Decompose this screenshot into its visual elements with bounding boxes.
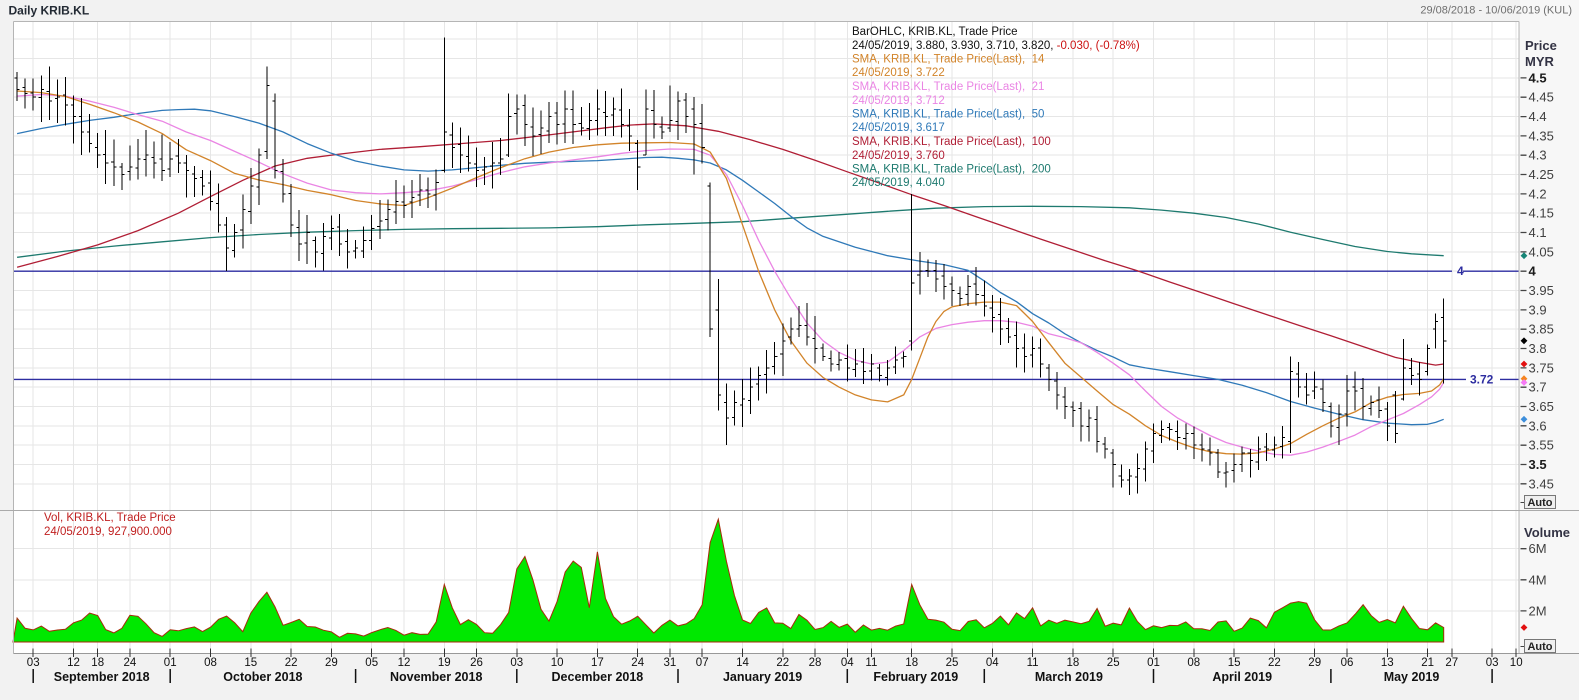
svg-text:3.8: 3.8	[1529, 341, 1547, 356]
svg-text:18: 18	[91, 657, 104, 669]
svg-text:31: 31	[664, 657, 677, 669]
svg-text:24/05/2019, 3.880, 3.930, 3.71: 24/05/2019, 3.880, 3.930, 3.710, 3.820, …	[852, 40, 1140, 52]
svg-text:03: 03	[1486, 657, 1499, 669]
svg-text:24/05/2019, 4.040: 24/05/2019, 4.040	[852, 177, 945, 189]
svg-text:December 2018: December 2018	[552, 670, 644, 684]
svg-text:07: 07	[696, 657, 709, 669]
svg-text:27: 27	[1445, 657, 1458, 669]
svg-text:15: 15	[1228, 657, 1241, 669]
svg-text:MYR: MYR	[1525, 54, 1555, 69]
svg-text:3.6: 3.6	[1529, 418, 1547, 433]
svg-text:24/05/2019, 3.712: 24/05/2019, 3.712	[852, 95, 945, 107]
svg-text:May 2019: May 2019	[1384, 670, 1440, 684]
svg-text:06: 06	[1341, 657, 1354, 669]
svg-text:01: 01	[1147, 657, 1160, 669]
svg-text:12: 12	[398, 657, 411, 669]
svg-text:SMA, KRIB.KL, Trade Price(Last: SMA, KRIB.KL, Trade Price(Last), 200	[852, 164, 1051, 176]
svg-text:22: 22	[776, 657, 789, 669]
svg-text:18: 18	[1067, 657, 1080, 669]
svg-text:11: 11	[1027, 657, 1039, 669]
svg-text:05: 05	[365, 657, 378, 669]
svg-text:Price: Price	[1525, 38, 1557, 53]
svg-text:4.4: 4.4	[1529, 109, 1547, 124]
svg-text:24/05/2019, 927,900.000: 24/05/2019, 927,900.000	[44, 526, 172, 538]
svg-text:2M: 2M	[1529, 603, 1547, 618]
svg-text:3.95: 3.95	[1529, 283, 1554, 298]
svg-text:14: 14	[736, 657, 749, 669]
svg-text:4.05: 4.05	[1529, 244, 1554, 259]
svg-text:SMA, KRIB.KL, Trade Price(Last: SMA, KRIB.KL, Trade Price(Last), 14	[852, 54, 1045, 66]
svg-text:SMA, KRIB.KL, Trade Price(Last: SMA, KRIB.KL, Trade Price(Last), 21	[852, 81, 1044, 93]
svg-text:15: 15	[244, 657, 257, 669]
svg-text:21: 21	[1421, 657, 1434, 669]
svg-text:29/08/2018 - 10/06/2019 (KUL): 29/08/2018 - 10/06/2019 (KUL)	[1420, 5, 1572, 17]
svg-text:4.25: 4.25	[1529, 167, 1554, 182]
svg-text:4.35: 4.35	[1529, 128, 1554, 143]
svg-text:12: 12	[67, 657, 80, 669]
svg-text:4.15: 4.15	[1529, 206, 1554, 221]
svg-text:3.5: 3.5	[1529, 457, 1547, 472]
svg-text:November 2018: November 2018	[390, 670, 482, 684]
svg-text:January 2019: January 2019	[723, 670, 802, 684]
svg-text:SMA, KRIB.KL, Trade Price(Last: SMA, KRIB.KL, Trade Price(Last), 100	[852, 136, 1051, 148]
svg-text:Vol, KRIB.KL, Trade Price: Vol, KRIB.KL, Trade Price	[44, 512, 176, 524]
svg-text:22: 22	[285, 657, 298, 669]
svg-text:10: 10	[1510, 657, 1523, 669]
svg-text:03: 03	[27, 657, 40, 669]
svg-text:Auto: Auto	[1527, 497, 1552, 509]
svg-text:Volume: Volume	[1524, 525, 1570, 540]
svg-text:04: 04	[841, 657, 854, 669]
svg-text:11: 11	[865, 657, 877, 669]
svg-text:3.9: 3.9	[1529, 302, 1547, 317]
svg-text:Daily KRIB.KL: Daily KRIB.KL	[9, 4, 90, 18]
svg-text:25: 25	[1107, 657, 1120, 669]
svg-text:October 2018: October 2018	[223, 670, 302, 684]
svg-text:3.7: 3.7	[1529, 380, 1547, 395]
svg-text:3.55: 3.55	[1529, 438, 1554, 453]
svg-text:29: 29	[325, 657, 338, 669]
svg-text:13: 13	[1381, 657, 1394, 669]
svg-text:08: 08	[1187, 657, 1200, 669]
svg-text:22: 22	[1268, 657, 1281, 669]
svg-text:4: 4	[1457, 264, 1464, 278]
svg-text:4.5: 4.5	[1529, 70, 1547, 85]
svg-text:10: 10	[551, 657, 564, 669]
svg-text:19: 19	[438, 657, 451, 669]
svg-text:BarOHLC, KRIB.KL, Trade Price: BarOHLC, KRIB.KL, Trade Price	[852, 26, 1018, 38]
svg-text:SMA, KRIB.KL, Trade Price(Last: SMA, KRIB.KL, Trade Price(Last), 50	[852, 109, 1044, 121]
svg-text:01: 01	[164, 657, 177, 669]
svg-text:Auto: Auto	[1527, 641, 1552, 653]
svg-text:08: 08	[204, 657, 217, 669]
svg-text:March 2019: March 2019	[1035, 670, 1103, 684]
svg-text:6M: 6M	[1529, 541, 1547, 556]
svg-text:April 2019: April 2019	[1212, 670, 1272, 684]
svg-text:26: 26	[470, 657, 483, 669]
svg-text:18: 18	[905, 657, 918, 669]
svg-text:3.65: 3.65	[1529, 399, 1554, 414]
svg-text:28: 28	[809, 657, 822, 669]
svg-text:September 2018: September 2018	[54, 670, 150, 684]
svg-text:4: 4	[1529, 264, 1537, 279]
svg-text:4.45: 4.45	[1529, 90, 1554, 105]
svg-text:17: 17	[591, 657, 604, 669]
svg-text:February 2019: February 2019	[873, 670, 958, 684]
svg-text:03: 03	[510, 657, 523, 669]
svg-text:4.1: 4.1	[1529, 225, 1547, 240]
svg-text:4.2: 4.2	[1529, 186, 1547, 201]
svg-text:24/05/2019, 3.722: 24/05/2019, 3.722	[852, 67, 945, 79]
svg-text:3.72: 3.72	[1470, 372, 1494, 386]
svg-text:3.85: 3.85	[1529, 322, 1554, 337]
svg-text:24: 24	[124, 657, 137, 669]
svg-text:24/05/2019, 3.760: 24/05/2019, 3.760	[852, 150, 945, 162]
svg-text:29: 29	[1308, 657, 1321, 669]
svg-text:24/05/2019, 3.617: 24/05/2019, 3.617	[852, 122, 945, 134]
svg-text:4M: 4M	[1529, 572, 1547, 587]
svg-text:3.75: 3.75	[1529, 360, 1554, 375]
svg-text:25: 25	[946, 657, 959, 669]
svg-text:4.3: 4.3	[1529, 148, 1547, 163]
svg-text:3.45: 3.45	[1529, 476, 1554, 491]
svg-text:24: 24	[631, 657, 644, 669]
svg-text:04: 04	[986, 657, 999, 669]
